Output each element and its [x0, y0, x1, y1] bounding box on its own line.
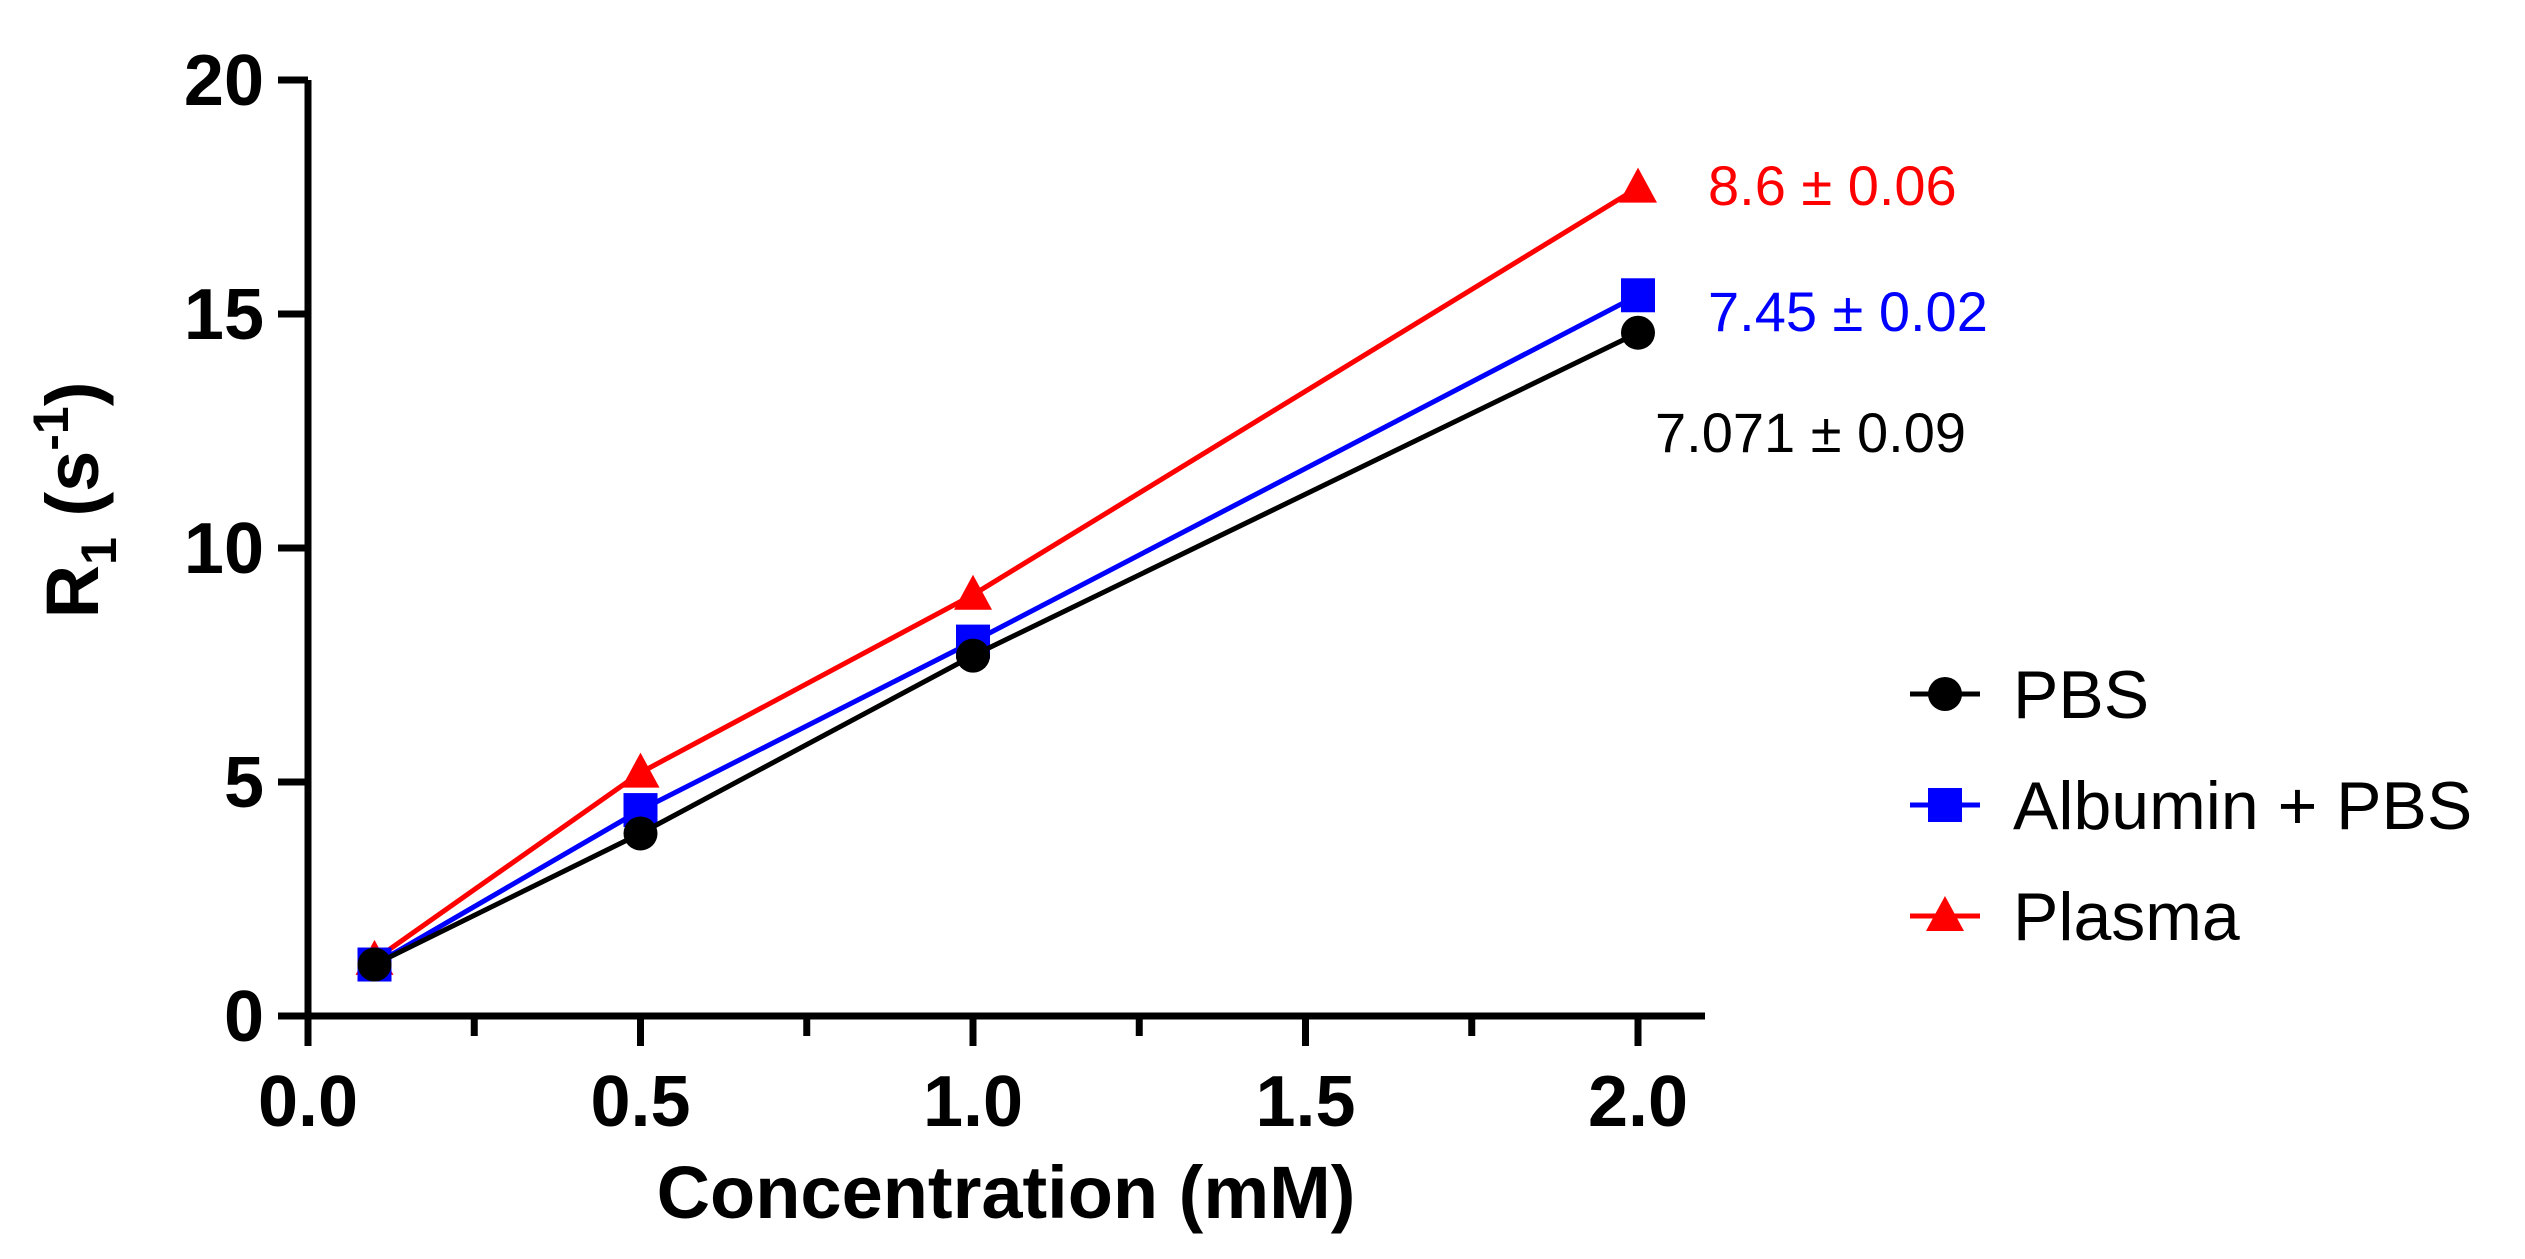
legend-label-plasma: Plasma [2013, 879, 2240, 955]
y-axis-title-rest: (s [31, 451, 114, 537]
y-axis-title-base: R [31, 565, 114, 618]
y-tick-label: 20 [184, 41, 264, 121]
series-layer [355, 167, 1657, 982]
legend-label-albumin-pbs: Albumin + PBS [2013, 768, 2472, 844]
data-point-albumin-pbs [1621, 278, 1655, 313]
x-axis-title: Concentration (mM) [657, 1151, 1356, 1234]
y-ticks: 0 5 10 15 20 [184, 41, 308, 1057]
legend-item-pbs: PBS [1910, 657, 2149, 733]
data-point-plasma [1619, 167, 1657, 203]
annotation-pbs-slope: 7.071 ± 0.09 [1655, 401, 1966, 464]
legend-marker-albumin-pbs [1928, 788, 1962, 822]
axes: 0 5 10 15 20 0.0 0.5 1.0 1.5 2.0 [184, 41, 1705, 1142]
series-plasma [355, 167, 1657, 975]
legend-label-pbs: PBS [2013, 657, 2149, 733]
legend-item-albumin-pbs: Albumin + PBS [1910, 768, 2472, 844]
x-ticks: 0.0 0.5 1.0 1.5 2.0 [258, 1016, 1688, 1142]
data-point-plasma [621, 752, 660, 788]
x-tick-label: 0.5 [590, 1062, 690, 1142]
series-line-albumin-pbs [373, 293, 1640, 967]
legend-item-plasma: Plasma [1910, 879, 2240, 955]
y-axis-title-subscript: 1 [71, 537, 127, 565]
data-point-pbs [956, 638, 990, 673]
data-point-pbs [357, 947, 392, 982]
annotation-plasma-slope: 8.6 ± 0.06 [1708, 154, 1957, 217]
y-tick-label: 15 [184, 275, 264, 355]
y-tick-label: 0 [224, 977, 264, 1057]
y-tick-label: 5 [224, 743, 264, 823]
legend-marker-plasma [1926, 896, 1964, 931]
legend: PBS Albumin + PBS Plasma [1910, 657, 2472, 955]
data-point-pbs [1621, 315, 1655, 350]
y-tick-label: 10 [184, 509, 264, 589]
x-tick-label: 1.5 [1255, 1062, 1355, 1142]
data-point-plasma [954, 574, 992, 610]
annotation-layer: 8.6 ± 0.06 7.45 ± 0.02 7.071 ± 0.09 [1655, 154, 1988, 464]
data-point-pbs [623, 816, 658, 851]
series-pbs [357, 315, 1655, 982]
y-axis-title: R1 (s-1) [23, 382, 127, 619]
series-line-plasma [373, 185, 1640, 962]
legend-marker-pbs [1928, 677, 1962, 711]
y-axis-title-close: ) [31, 382, 114, 407]
x-tick-label: 0.0 [258, 1062, 358, 1142]
annotation-albumin-slope: 7.45 ± 0.02 [1708, 280, 1988, 343]
x-tick-label: 2.0 [1588, 1062, 1688, 1142]
series-line-pbs [373, 330, 1640, 967]
y-axis-title-superscript: -1 [23, 406, 79, 450]
x-tick-label: 1.0 [923, 1062, 1023, 1142]
